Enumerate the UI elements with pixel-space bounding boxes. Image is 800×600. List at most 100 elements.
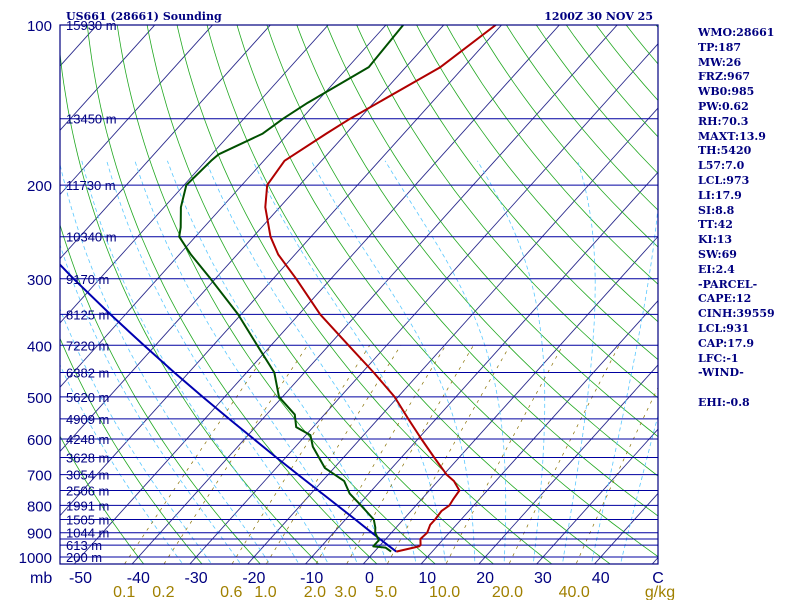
height-label: 4909 m (66, 412, 109, 427)
isotherm-line (131, 25, 618, 564)
height-label: 7220 m (66, 338, 109, 353)
index-item: EHI:-0.8 (698, 395, 750, 409)
plot-frame (59, 24, 659, 565)
dry-adiabat (595, 25, 658, 101)
index-item: CINH:39559 (698, 307, 775, 321)
dry-adiabat (296, 25, 658, 477)
moist-adiabat (310, 160, 476, 564)
height-label: 613 m (66, 538, 102, 553)
index-item: PW:0.62 (698, 99, 749, 113)
isotherm-line (60, 25, 445, 453)
moist-adiabat (60, 307, 213, 564)
dry-adiabat (86, 25, 378, 564)
moist-adiabat (252, 160, 446, 564)
dry-adiabat (416, 25, 658, 323)
temperature-tick-label: -10 (300, 570, 323, 587)
height-label: 2506 m (66, 484, 109, 499)
pressure-tick-label: 400 (27, 338, 52, 355)
pressure-tick-label: 500 (27, 390, 52, 407)
pressure-tick-label: 200 (27, 178, 52, 195)
index-item: FRZ:967 (698, 70, 751, 84)
height-label: 15930 m (66, 18, 117, 33)
height-label: 10340 m (66, 230, 117, 245)
height-label: 11730 m (66, 178, 116, 193)
dry-adiabat (326, 25, 658, 438)
indices-panel: WMO:28661 TP:187 MW:26 FRZ:967 WB0:985 PW:0.6… (698, 26, 798, 411)
isotherm-line (536, 428, 658, 564)
height-label: 3054 m (66, 468, 109, 483)
isotherm-line (420, 300, 658, 564)
dry-adiabat (266, 25, 658, 517)
dry-adiabat (386, 25, 658, 361)
index-item: SW:69 (698, 247, 737, 261)
mixing-ratio-line (124, 345, 272, 564)
index-item: WMO:28661 (698, 26, 775, 39)
temperature-tick-label: -50 (69, 570, 92, 587)
moist-adiabat (561, 160, 596, 564)
height-label: 4248 m (66, 432, 109, 447)
chart-title-time: 1200Z 30 NOV 25 (544, 10, 653, 23)
height-label: 8125 m (66, 307, 109, 322)
index-item: KI:13 (698, 233, 733, 247)
index-item: LFC:-1 (698, 351, 739, 365)
index-item: WB0:985 (698, 85, 755, 99)
height-label: 5620 m (66, 390, 109, 405)
isotherm-line (73, 25, 560, 564)
index-item: CAP:17.9 (698, 336, 755, 350)
index-item: LCL:973 (698, 173, 750, 187)
index-item: LI:17.9 (698, 188, 742, 202)
temperature-tick-label: 20 (476, 570, 494, 587)
mixing-ratio-label: 0.1 (113, 584, 135, 600)
pressure-tick-label: 900 (27, 526, 52, 543)
pressure-tick-label: 800 (27, 498, 52, 515)
height-label: 1991 m (66, 498, 109, 513)
mixing-ratio-label: 1.0 (254, 584, 276, 600)
moist-adiabat (384, 160, 507, 564)
height-label: 1044 m (66, 526, 109, 541)
temperature-tick-label: 30 (534, 570, 552, 587)
dry-adiabat (446, 25, 658, 285)
index-item: MAXT:13.9 (698, 129, 766, 143)
dry-adiabat (146, 25, 495, 564)
mixing-ratio-label: 5.0 (375, 584, 397, 600)
height-label: 3628 m (66, 451, 109, 466)
mixing-ratio-label: g/kg (645, 584, 675, 600)
moist-adiabat (591, 202, 658, 564)
dry-adiabat (60, 49, 320, 564)
mixing-ratio-label: 20.0 (492, 584, 523, 600)
dry-adiabat (505, 25, 658, 211)
moist-adiabat (60, 243, 242, 564)
pressure-tick-label: 100 (27, 18, 52, 35)
isotherm-line (60, 25, 214, 196)
index-item: TT:42 (698, 218, 733, 232)
height-label: 13450 m (66, 112, 117, 127)
dry-adiabat (236, 25, 658, 558)
height-label: 9170 m (66, 272, 109, 287)
index-item: -WIND- (698, 366, 744, 380)
mixing-ratio-label: 0.2 (152, 584, 174, 600)
index-item: EI:2.4 (698, 262, 735, 276)
dewpoint-profile-line (178, 25, 404, 553)
temperature-tick-label: 10 (418, 570, 436, 587)
index-item: -PARCEL- (698, 277, 758, 291)
isotherm-line (247, 107, 658, 564)
temperature-tick-label: 0 (365, 570, 374, 587)
dry-adiabat (116, 25, 436, 564)
pressure-tick-label: 300 (27, 272, 52, 289)
isotherm-line (478, 364, 658, 564)
index-item: MW:26 (698, 55, 742, 69)
temperature-tick-label: C (652, 570, 664, 587)
moist-adiabat (134, 160, 359, 564)
parcel-profile-line (60, 263, 397, 553)
isotherm-line (60, 25, 156, 131)
pressure-tick-label: 1000 (19, 550, 52, 567)
index-item: CAPE:12 (698, 292, 752, 306)
moist-adiabat (620, 414, 658, 564)
dry-adiabat (60, 337, 203, 564)
mixing-ratio-label: 2.0 (304, 584, 326, 600)
index-item: SI:8.8 (698, 203, 735, 217)
temperature-tick-label: -40 (127, 570, 150, 587)
mixing-ratio-label: 10.0 (429, 584, 460, 600)
